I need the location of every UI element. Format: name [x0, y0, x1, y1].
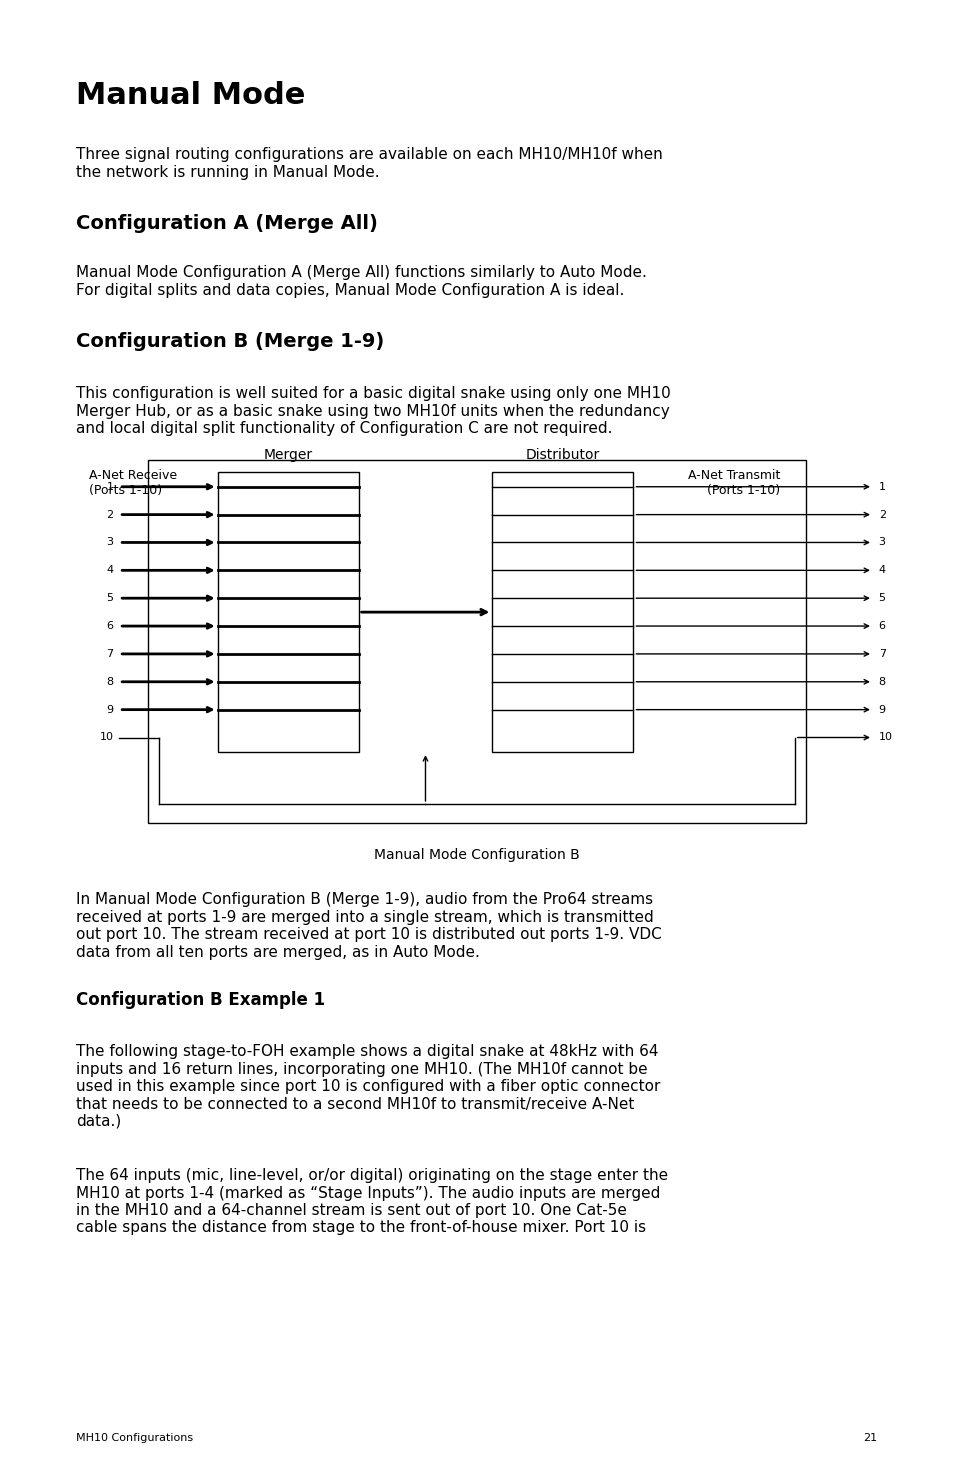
- Text: The following stage-to-FOH example shows a digital snake at 48kHz with 64
inputs: The following stage-to-FOH example shows…: [76, 1044, 660, 1128]
- Text: 2: 2: [107, 509, 113, 519]
- Text: Configuration A (Merge All): Configuration A (Merge All): [76, 214, 377, 233]
- Text: 1: 1: [878, 482, 884, 491]
- Text: 2: 2: [878, 509, 884, 519]
- Text: 6: 6: [107, 621, 113, 631]
- Text: 6: 6: [878, 621, 884, 631]
- Text: Configuration B (Merge 1-9): Configuration B (Merge 1-9): [76, 332, 384, 351]
- Text: 3: 3: [107, 537, 113, 547]
- Text: 9: 9: [107, 705, 113, 715]
- Text: 3: 3: [878, 537, 884, 547]
- Text: The 64 inputs (mic, line-level, or/or digital) originating on the stage enter th: The 64 inputs (mic, line-level, or/or di…: [76, 1168, 668, 1236]
- Text: 4: 4: [878, 565, 884, 575]
- Text: 5: 5: [107, 593, 113, 603]
- Text: 5: 5: [878, 593, 884, 603]
- Text: Distributor: Distributor: [525, 448, 599, 462]
- Bar: [148, 460, 805, 823]
- Text: Manual Mode Configuration A (Merge All) functions similarly to Auto Mode.
For di: Manual Mode Configuration A (Merge All) …: [76, 266, 646, 298]
- Text: 8: 8: [878, 677, 884, 687]
- Text: Configuration B Example 1: Configuration B Example 1: [76, 991, 325, 1009]
- Text: 7: 7: [107, 649, 113, 659]
- Bar: [492, 472, 633, 752]
- Text: This configuration is well suited for a basic digital snake using only one MH10
: This configuration is well suited for a …: [76, 386, 670, 437]
- Text: MH10 Configurations: MH10 Configurations: [76, 1432, 193, 1443]
- Text: In Manual Mode Configuration B (Merge 1-9), audio from the Pro64 streams
receive: In Manual Mode Configuration B (Merge 1-…: [76, 892, 661, 960]
- Text: 10: 10: [99, 733, 113, 742]
- Text: A-Net Transmit
(Ports 1-10): A-Net Transmit (Ports 1-10): [687, 469, 780, 497]
- Text: 4: 4: [107, 565, 113, 575]
- Text: 9: 9: [878, 705, 884, 715]
- Text: Three signal routing configurations are available on each MH10/MH10f when
the ne: Three signal routing configurations are …: [76, 148, 662, 180]
- Text: 10: 10: [878, 733, 892, 742]
- Text: Manual Mode: Manual Mode: [76, 81, 305, 111]
- Text: 7: 7: [878, 649, 884, 659]
- Text: A-Net Receive
(Ports 1-10): A-Net Receive (Ports 1-10): [89, 469, 176, 497]
- Text: 8: 8: [107, 677, 113, 687]
- Bar: [217, 472, 358, 752]
- Text: 1: 1: [107, 482, 113, 491]
- Text: Merger: Merger: [263, 448, 313, 462]
- Text: Manual Mode Configuration B: Manual Mode Configuration B: [374, 848, 579, 861]
- Text: 21: 21: [862, 1432, 877, 1443]
